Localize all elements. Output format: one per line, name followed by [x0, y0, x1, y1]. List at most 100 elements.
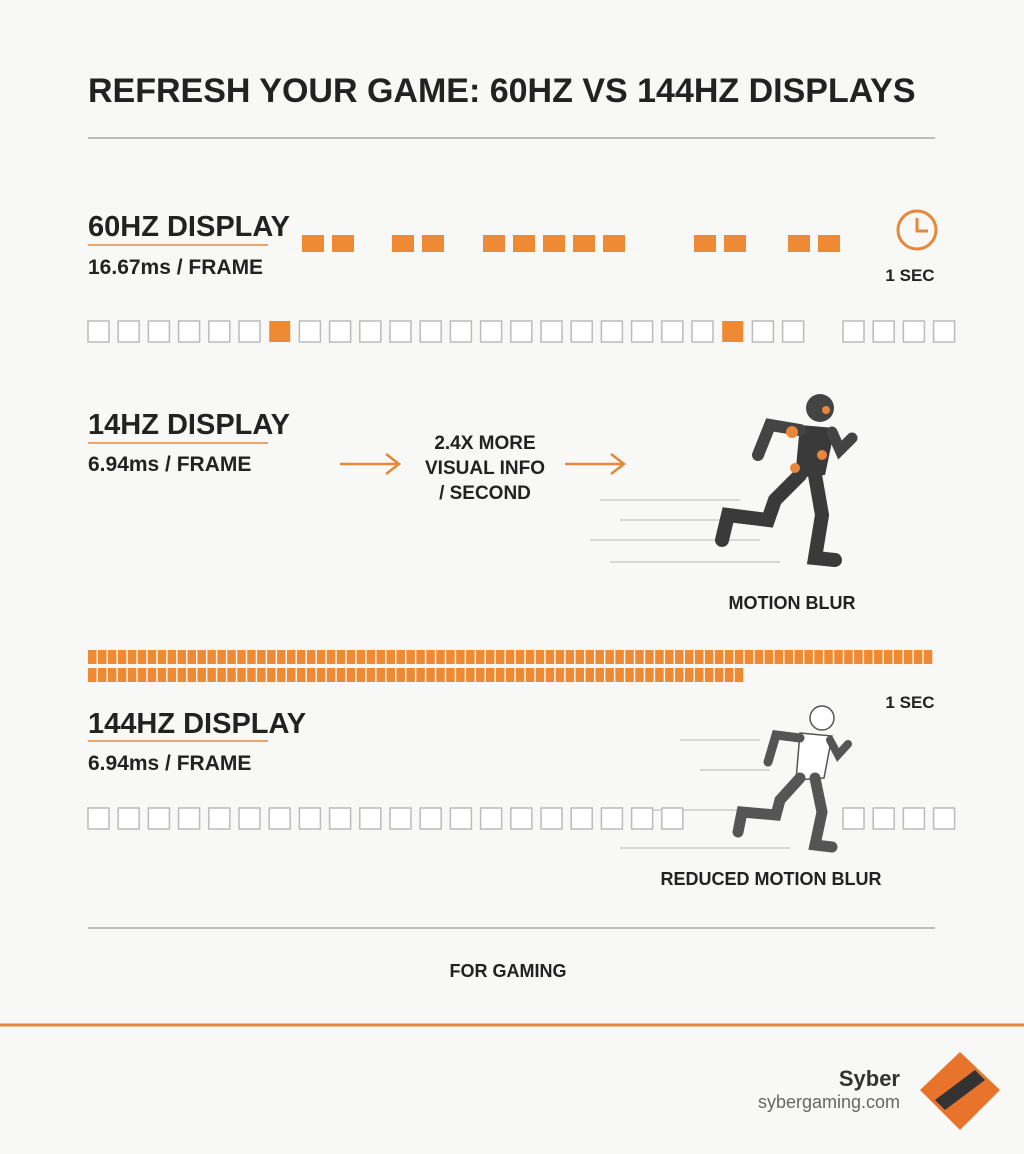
frame-block — [600, 807, 624, 830]
frame-block — [585, 668, 594, 682]
section-label: 14HZ DISPLAY — [88, 409, 290, 441]
caption: MOTION BLUR — [729, 593, 856, 613]
frame-block — [884, 650, 893, 664]
frame-block — [306, 668, 316, 682]
frame-block — [277, 650, 286, 664]
frame-block — [247, 668, 256, 682]
frame-block — [625, 668, 634, 682]
frame-block — [540, 320, 563, 343]
frame-block — [247, 650, 256, 664]
frame-block — [615, 668, 624, 682]
frame-block — [476, 650, 485, 664]
frame-block — [543, 235, 565, 252]
frame-block — [630, 320, 654, 343]
frame-block — [346, 650, 356, 664]
frame-block — [510, 320, 533, 343]
frame-block — [406, 668, 415, 682]
frame-block — [326, 668, 336, 682]
frame-block — [436, 650, 445, 664]
frame-block — [208, 807, 231, 830]
frame-block — [177, 650, 187, 664]
frame-block — [167, 650, 177, 664]
section-subtitle: 16.67ms / FRAME — [88, 256, 263, 279]
footer-text: FOR GAMING — [450, 961, 567, 981]
frame-block — [842, 320, 865, 343]
frame-block — [466, 668, 475, 682]
frame-block — [366, 650, 376, 664]
frame-block — [386, 650, 395, 664]
time-label: 1 SEC — [885, 266, 934, 285]
frame-block — [535, 668, 545, 682]
frame-block — [685, 650, 694, 664]
frame-block — [416, 668, 425, 682]
frame-block — [217, 668, 226, 682]
frame-block — [167, 668, 177, 682]
frame-block — [630, 807, 654, 830]
frame-block — [456, 650, 465, 664]
arrows — [340, 453, 627, 475]
frame-block — [818, 235, 840, 252]
frame-block — [117, 320, 140, 343]
frame-block — [157, 668, 167, 682]
frame-block — [177, 320, 201, 343]
frame-block — [449, 320, 473, 343]
frame-block — [207, 668, 216, 682]
frame-block — [510, 807, 533, 830]
frame-block — [238, 320, 261, 343]
frame-block — [774, 650, 784, 664]
frame-block — [237, 650, 246, 664]
frame-block — [446, 668, 455, 682]
frame-block — [570, 320, 593, 343]
frame-block — [724, 668, 734, 682]
frame-block — [227, 650, 236, 664]
frame-block — [287, 650, 296, 664]
frame-block — [237, 668, 246, 682]
frame-block — [298, 320, 322, 343]
section-label: 144HZ DISPLAY — [88, 708, 306, 740]
frame-block — [389, 807, 412, 830]
frame-block — [269, 321, 291, 342]
frame-block — [326, 650, 336, 664]
runner-outline — [620, 705, 852, 853]
frame-block — [298, 807, 322, 830]
clock-icon — [896, 209, 938, 251]
frame-block — [714, 650, 724, 664]
frame-block — [147, 650, 157, 664]
frame-block — [714, 668, 724, 682]
frame-block — [336, 650, 346, 664]
frame-block — [722, 321, 744, 342]
frame-block — [187, 650, 196, 664]
frame-block — [734, 650, 744, 664]
frame-block — [565, 668, 575, 682]
frame-block — [565, 650, 575, 664]
frame-block — [734, 668, 744, 682]
frame-block — [107, 668, 117, 682]
frame-block — [495, 668, 505, 682]
frame-block — [675, 668, 684, 682]
frame-block — [525, 650, 535, 664]
frame-block — [913, 650, 923, 664]
frame-block — [87, 320, 110, 343]
frame-block — [419, 320, 442, 343]
frame-block — [137, 650, 147, 664]
frame-block — [724, 235, 746, 252]
frame-block — [661, 807, 684, 830]
frame-block — [456, 668, 465, 682]
frame-block — [645, 650, 654, 664]
frame-block — [625, 650, 634, 664]
frame-block — [603, 235, 625, 252]
frame-block — [605, 650, 614, 664]
brand-logo — [920, 1052, 1000, 1130]
frame-block — [97, 668, 107, 682]
frame-block — [675, 650, 684, 664]
frame-block — [486, 650, 495, 664]
frame-block — [483, 235, 505, 252]
frame-block — [902, 320, 926, 343]
frame-block — [147, 807, 171, 830]
frame-block — [788, 235, 810, 252]
frame-block — [376, 650, 386, 664]
frame-block — [416, 650, 425, 664]
frame-block — [197, 650, 206, 664]
frame-block — [396, 668, 405, 682]
frame-block — [316, 668, 326, 682]
